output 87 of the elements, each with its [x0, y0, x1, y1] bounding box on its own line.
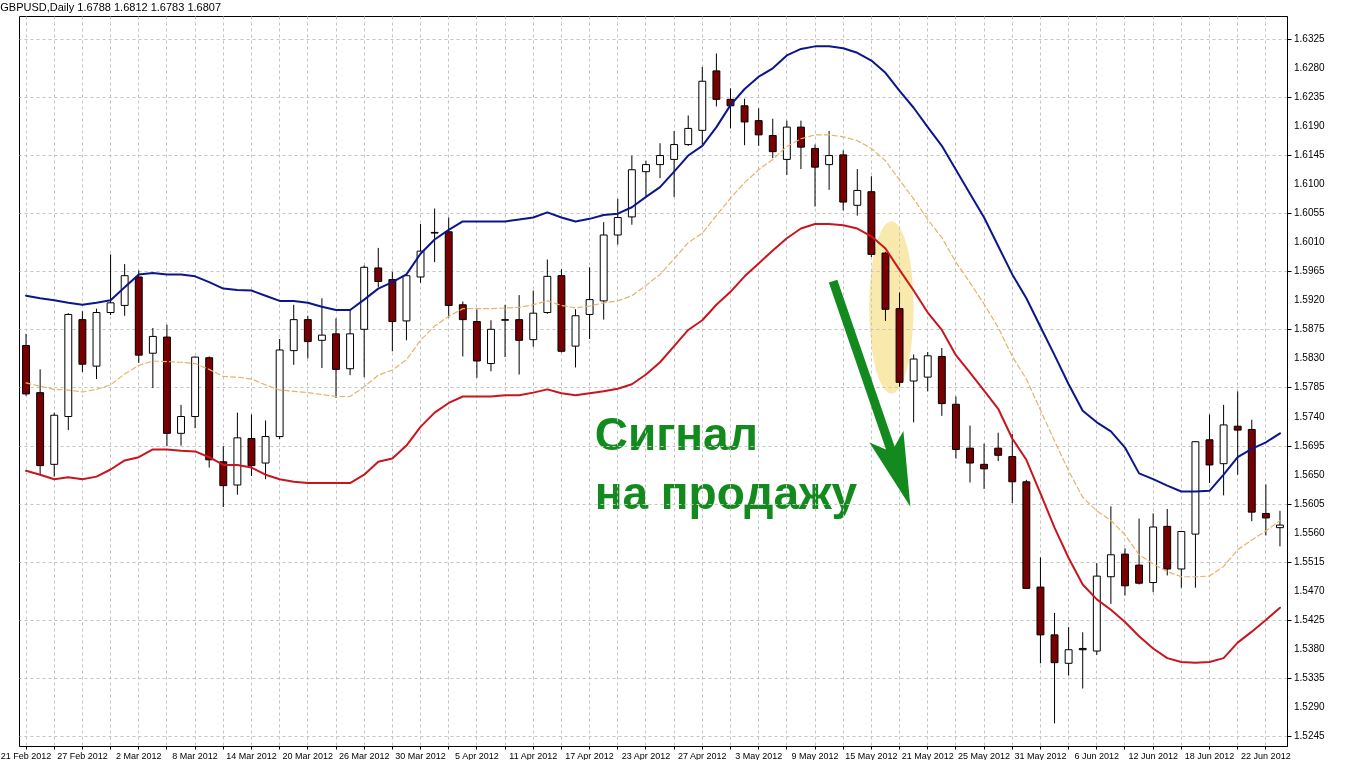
candlestick — [148, 327, 157, 389]
x-tick-label: 12 Jun 2012 — [1128, 750, 1178, 761]
y-tick-label: 1.5650 — [1294, 468, 1326, 480]
y-tick-label: 1.5380 — [1294, 643, 1326, 655]
y-tick-label: 1.6010 — [1294, 236, 1326, 248]
candlestick — [825, 130, 834, 191]
x-tick-label: 14 Mar 2012 — [226, 750, 277, 761]
y-tick-label: 1.5515 — [1294, 555, 1326, 567]
x-tick-label: 22 Jun 2012 — [1241, 750, 1291, 761]
x-tick-label: 27 Apr 2012 — [678, 750, 727, 761]
candlestick — [585, 266, 594, 340]
x-tick-label: 31 May 2012 — [1014, 750, 1067, 761]
candlestick — [642, 160, 650, 198]
candlestick — [796, 120, 805, 170]
candlestick — [106, 253, 115, 316]
y-tick-label: 1.5560 — [1294, 526, 1326, 538]
x-tick-label: 21 Feb 2012 — [0, 750, 52, 761]
y-tick-label: 1.5335 — [1294, 672, 1326, 684]
y-tick-label: 1.5470 — [1294, 584, 1326, 596]
candlestick — [317, 297, 326, 369]
candlestick — [754, 107, 763, 147]
candlestick — [303, 315, 312, 359]
y-tick-label: 1.5875 — [1294, 323, 1326, 335]
candlestick — [1106, 505, 1115, 605]
candlestick — [1064, 626, 1073, 677]
y-tick-label: 1.5920 — [1294, 294, 1326, 306]
candlestick — [501, 304, 510, 358]
x-tick-label: 2 Mar 2012 — [115, 750, 162, 761]
candlestick — [684, 114, 693, 147]
candlestick — [613, 198, 622, 246]
candlestick — [515, 294, 524, 376]
candlestick — [374, 247, 383, 288]
y-tick-label: 1.5695 — [1294, 439, 1326, 451]
x-tick-label: 20 Mar 2012 — [282, 750, 334, 761]
candlestick — [909, 354, 918, 423]
candlestick — [1135, 518, 1144, 585]
annotation: Сигнал на продажу — [594, 406, 858, 522]
x-tick-label: 26 Mar 2012 — [338, 750, 390, 761]
y-tick-label: 1.6055 — [1294, 207, 1326, 219]
x-tick-label: 11 Apr 2012 — [509, 750, 558, 761]
candlestick — [1261, 483, 1270, 536]
candlestick — [740, 98, 749, 146]
x-tick-label: 23 Apr 2012 — [621, 750, 671, 761]
x-tick-label: 30 Mar 2012 — [395, 750, 446, 761]
x-tick-label: 21 May 2012 — [901, 750, 954, 761]
candlestick — [670, 130, 679, 198]
x-tick-label: 18 Jun 2012 — [1184, 750, 1235, 761]
y-tick-label: 1.6325 — [1294, 32, 1326, 44]
candlestick — [656, 142, 664, 179]
line-series — [25, 223, 1281, 664]
candlestick — [966, 425, 974, 483]
chart-title: GBPUSD,Daily 1.6788 1.6812 1.6783 1.6807 — [0, 1, 222, 13]
x-tick-label: 6 Jun 2012 — [1074, 750, 1120, 761]
x-tick-label: 17 Apr 2012 — [565, 750, 614, 761]
candlestick — [1078, 631, 1087, 689]
y-tick-label: 1.5245 — [1294, 730, 1326, 742]
y-tick-label: 1.6235 — [1294, 90, 1326, 102]
candlestick — [923, 351, 932, 392]
candlestick — [1276, 510, 1284, 547]
y-tick-label: 1.5425 — [1294, 614, 1326, 626]
candlestick — [994, 432, 1003, 462]
y-tick-label: 1.5605 — [1294, 497, 1326, 509]
candlestick — [980, 443, 989, 490]
candlestick — [1233, 390, 1242, 476]
x-tick-label: 27 Feb 2012 — [57, 750, 108, 761]
y-tick-label: 1.6100 — [1294, 177, 1326, 189]
x-tick-label: 15 May 2012 — [845, 750, 898, 761]
candlestick — [430, 208, 439, 263]
y-tick-label: 1.6190 — [1294, 119, 1326, 131]
x-tick-label: 9 May 2012 — [791, 750, 839, 761]
y-tick-label: 1.5290 — [1294, 701, 1326, 713]
candlestick — [219, 445, 228, 508]
y-tick-label: 1.5830 — [1294, 352, 1326, 364]
candlestick — [811, 144, 819, 208]
x-tick-label: 3 May 2012 — [735, 750, 783, 761]
candlestick — [177, 404, 185, 447]
candlestick — [458, 301, 467, 357]
y-tick-label: 1.5965 — [1294, 265, 1326, 277]
y-tick-label: 1.6145 — [1294, 148, 1326, 160]
x-tick-label: 5 Apr 2012 — [455, 750, 499, 761]
x-tick-label: 8 Mar 2012 — [172, 750, 218, 761]
y-tick-label: 1.6280 — [1294, 61, 1326, 73]
candlestick — [853, 168, 862, 217]
x-tick-label: 25 May 2012 — [958, 750, 1011, 761]
y-tick-label: 1.5785 — [1294, 381, 1326, 393]
y-tick-label: 1.5740 — [1294, 410, 1326, 422]
candlestick — [768, 118, 777, 159]
